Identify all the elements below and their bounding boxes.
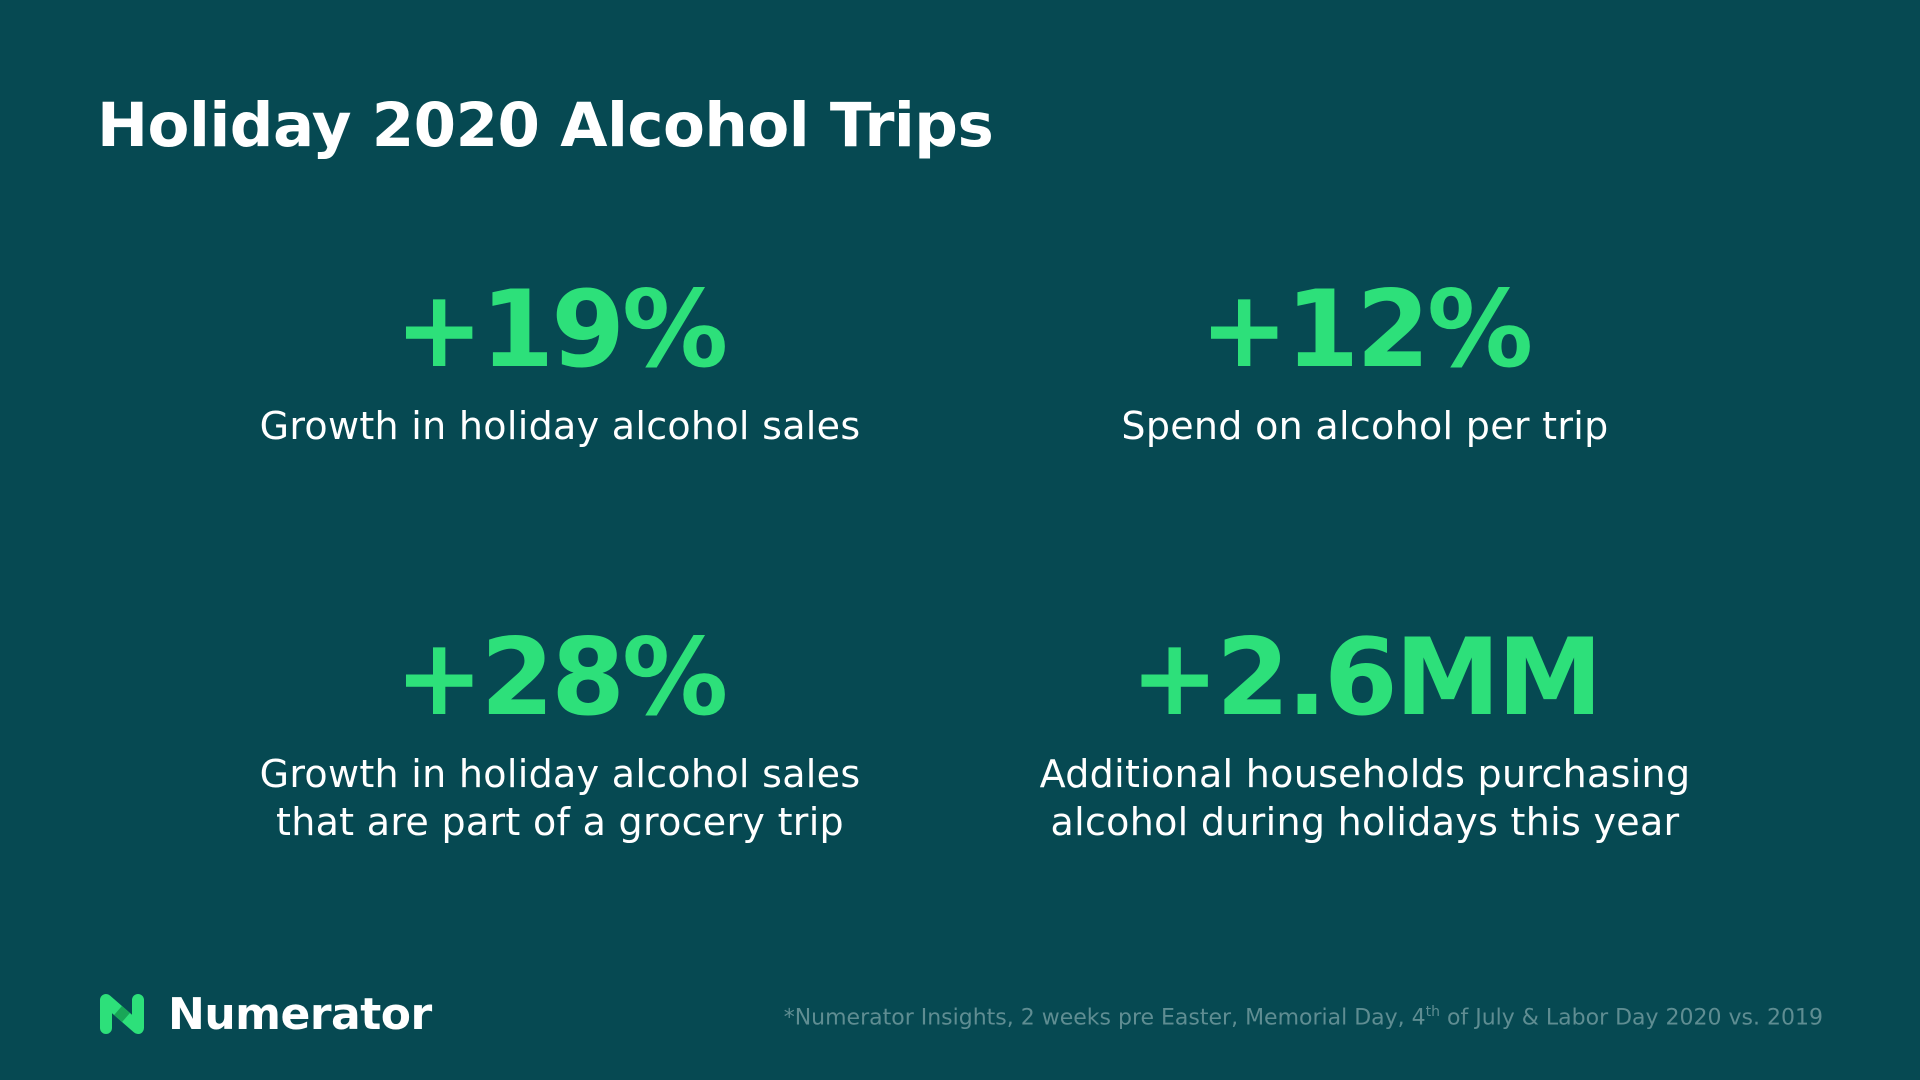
- stat-description: Growth in holiday alcohol sales that are…: [150, 750, 970, 846]
- stat-value: +2.6MM: [1130, 616, 1603, 739]
- brand-name: Numerator: [168, 988, 432, 1040]
- stat-description-line: Growth in holiday alcohol sales: [259, 404, 861, 448]
- stat-description-line: Spend on alcohol per trip: [1121, 404, 1609, 448]
- stat-sales-growth: +19% Growth in holiday alcohol sales: [150, 274, 970, 450]
- stat-value: +28%: [394, 616, 729, 739]
- stat-description: Additional households purchasing alcohol…: [955, 750, 1775, 846]
- footnote-superscript: th: [1425, 1004, 1441, 1020]
- stat-value: +19%: [394, 268, 729, 391]
- stat-description: Growth in holiday alcohol sales: [150, 402, 970, 450]
- page-title: Holiday 2020 Alcohol Trips: [97, 90, 994, 161]
- brand: Numerator: [96, 988, 432, 1040]
- stat-description: Spend on alcohol per trip: [955, 402, 1775, 450]
- footnote: *Numerator Insights, 2 weeks pre Easter,…: [784, 1004, 1823, 1030]
- stat-value: +12%: [1199, 268, 1534, 391]
- stat-grocery-trip-growth: +28% Growth in holiday alcohol sales tha…: [150, 622, 970, 846]
- stat-description-line: Additional households purchasing: [1039, 752, 1691, 796]
- footnote-text: *Numerator Insights, 2 weeks pre Easter,…: [783, 1005, 1426, 1031]
- stat-spend-per-trip: +12% Spend on alcohol per trip: [955, 274, 1775, 450]
- stat-description-line: Growth in holiday alcohol sales: [259, 752, 861, 796]
- stat-additional-households: +2.6MM Additional households purchasing …: [955, 622, 1775, 846]
- footnote-text-end: of July & Labor Day 2020 vs. 2019: [1440, 1005, 1823, 1031]
- stat-description-line: alcohol during holidays this year: [1050, 800, 1680, 844]
- stat-description-line: that are part of a grocery trip: [276, 800, 844, 844]
- numerator-logo-icon: [100, 994, 144, 1034]
